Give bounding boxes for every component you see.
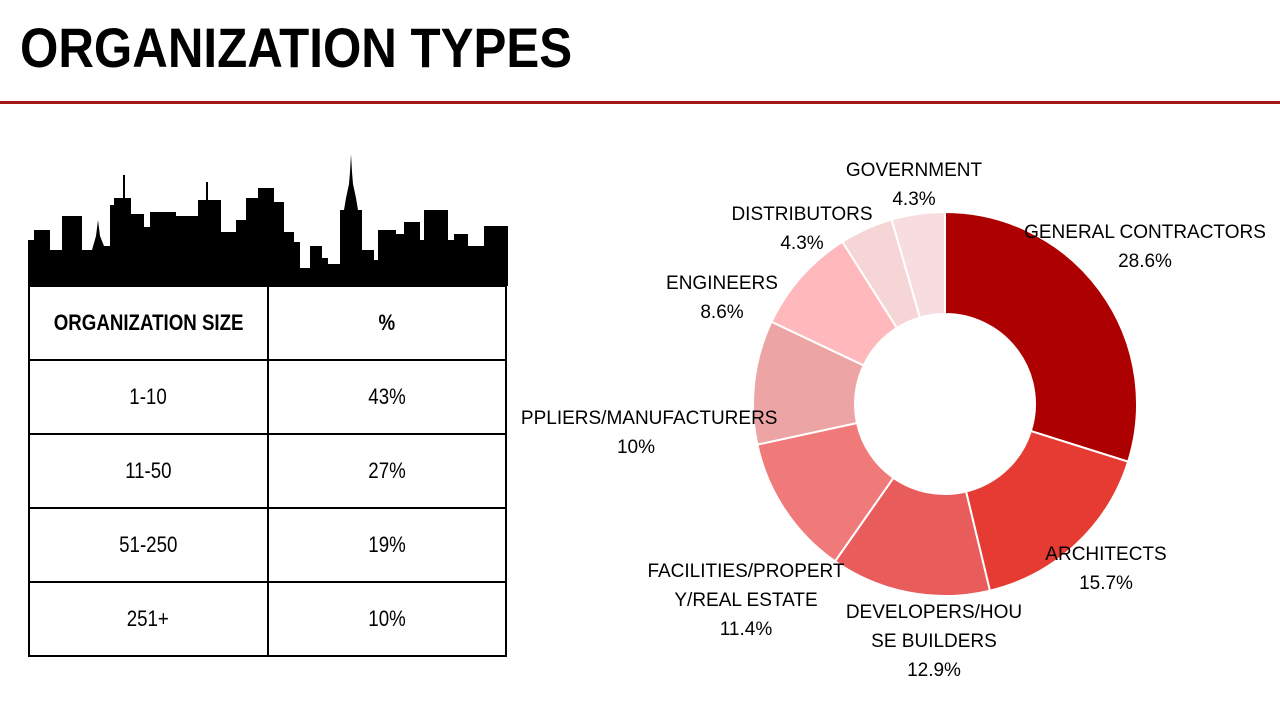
table-cell-size: 251+: [28, 581, 269, 657]
table-header-percent: %: [266, 285, 507, 361]
slice-value-label: 11.4%: [720, 619, 773, 640]
table-cell-percent: 10%: [266, 581, 507, 657]
slice-name-label: ENGINEERS: [666, 273, 778, 294]
slice-name-label: ARCHITECTS: [1045, 544, 1166, 565]
slice-label: DISTRIBUTORS 4.3%: [731, 204, 872, 254]
organization-size-table: ORGANIZATION SIZE % 1-10 43% 11-50 27% 5…: [28, 285, 507, 657]
donut-slice: [890, 210, 946, 319]
slice-name-label: SUPPLIERS/MANUFACTURERS: [520, 408, 777, 429]
table-row: 251+ 10%: [28, 581, 507, 657]
table-cell-percent: 19%: [266, 507, 507, 583]
table-row: 51-250 19%: [28, 507, 507, 583]
table-cell-percent: 27%: [266, 433, 507, 509]
table-cell-percent: 43%: [266, 359, 507, 435]
table-cell-size: 1-10: [28, 359, 269, 435]
city-skyline-icon: [28, 154, 508, 286]
slice-name-label: DISTRIBUTORS: [731, 204, 872, 225]
page-title: ORGANIZATION TYPES: [20, 16, 573, 79]
slice-name-label: Y/REAL ESTATE: [674, 590, 817, 611]
slice-label: FACILITIES/PROPERT Y/REAL ESTATE 11.4%: [647, 561, 844, 640]
organization-type-donut-chart: GENERAL CONTRACTORS 28.6% ARCHITECTS 15.7% D…: [520, 160, 1266, 681]
slice-label: GOVERNMENT 4.3%: [846, 160, 983, 210]
slice-label: GENERAL CONTRACTORS 28.6%: [1024, 222, 1266, 272]
slice-label: SUPPLIERS/MANUFACTURERS 10%: [520, 408, 777, 458]
table-cell-size: 51-250: [28, 507, 269, 583]
slice-name-label: GENERAL CONTRACTORS: [1024, 222, 1266, 243]
table-row: 1-10 43%: [28, 359, 507, 435]
slice-name-label: GOVERNMENT: [846, 160, 983, 181]
slice-name-label: FACILITIES/PROPERT: [647, 561, 844, 582]
slice-value-label: 15.7%: [1079, 573, 1133, 594]
slice-label: DEVELOPERS/HOU SE BUILDERS 12.9%: [846, 602, 1022, 681]
slice-name-label: DEVELOPERS/HOU: [846, 602, 1022, 623]
table-row: 11-50 27%: [28, 433, 507, 509]
slice-value-label: 4.3%: [892, 189, 935, 210]
donut-slice: [944, 210, 1138, 463]
slice-value-label: 10%: [617, 437, 655, 458]
donut-slice: [964, 429, 1130, 592]
title-divider: [0, 101, 1280, 104]
table-header-row: ORGANIZATION SIZE %: [28, 285, 507, 361]
table-header-size: ORGANIZATION SIZE: [28, 285, 269, 361]
table-cell-size: 11-50: [28, 433, 269, 509]
slice-value-label: 8.6%: [700, 302, 743, 323]
slice-value-label: 28.6%: [1118, 251, 1172, 272]
slice-label: ARCHITECTS 15.7%: [1045, 544, 1166, 594]
slice-name-label: SE BUILDERS: [871, 631, 997, 652]
slice-label: ENGINEERS 8.6%: [666, 273, 778, 323]
slice-value-label: 4.3%: [780, 233, 823, 254]
slice-value-label: 12.9%: [907, 660, 961, 681]
